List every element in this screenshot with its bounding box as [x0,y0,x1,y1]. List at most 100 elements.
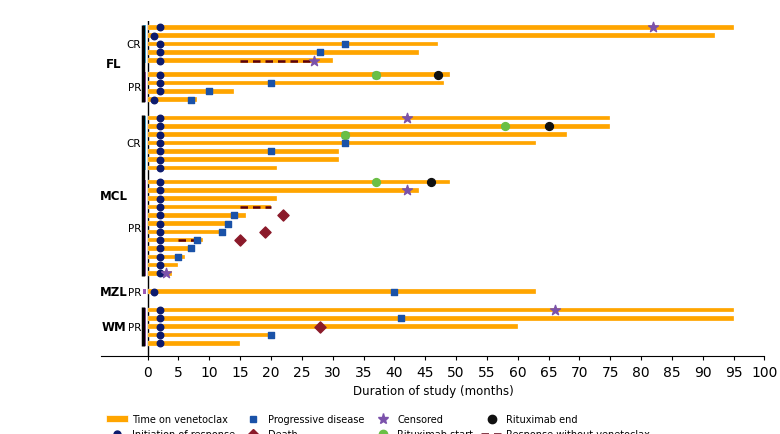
Point [548,307,561,314]
Point [339,132,351,139]
Text: CR: CR [127,138,141,148]
Point [228,212,240,219]
Bar [147,90,234,95]
Text: PR: PR [128,83,141,93]
Point [147,289,160,296]
Text: PR: PR [128,287,141,297]
Point [308,58,321,65]
X-axis label: Duration of study (months): Duration of study (months) [353,385,513,398]
Point [542,124,555,131]
Bar [147,263,179,268]
Bar [147,34,715,39]
Point [154,246,166,253]
Point [277,212,289,219]
Point [185,97,197,104]
Point [154,80,166,87]
Legend: Time on venetoclax, Initiation of response, Progressive disease, Death, Censored: Time on venetoclax, Initiation of respon… [106,414,650,434]
Point [203,89,215,95]
Point [154,332,166,339]
Point [154,58,166,65]
Point [234,237,246,244]
Text: PR: PR [128,322,141,332]
Text: PR: PR [128,223,141,233]
Point [339,132,351,139]
Text: MCL: MCL [100,190,128,203]
Point [154,212,166,219]
Point [191,237,204,244]
Bar [144,73,146,103]
Point [339,41,351,48]
Point [154,165,166,172]
Bar [147,222,228,226]
Bar [147,290,536,294]
Point [154,270,166,277]
Bar [147,230,222,235]
Point [314,323,327,330]
Bar [144,308,146,346]
Point [154,254,166,261]
Point [154,196,166,203]
Point [400,115,413,122]
Point [154,204,166,211]
Bar [147,125,610,129]
Text: CR: CR [127,40,141,50]
Point [154,124,166,131]
Point [172,254,185,261]
Point [259,229,271,236]
Bar [147,341,240,346]
Point [154,229,166,236]
Bar [147,116,610,121]
Point [264,332,277,339]
Bar [147,316,733,321]
Bar [147,247,191,251]
Bar [147,51,419,56]
Bar [147,308,733,312]
Bar [144,290,146,294]
Point [147,33,160,40]
Point [154,340,166,347]
Bar [147,73,450,78]
Point [370,179,382,186]
Bar [147,197,277,201]
Bar [147,59,333,64]
Point [154,41,166,48]
Point [154,179,166,186]
Bar [147,214,246,218]
Point [154,237,166,244]
Bar [147,26,733,31]
Point [215,229,228,236]
Point [314,50,327,57]
Point [647,25,660,32]
Point [154,323,166,330]
Bar [147,98,197,103]
Bar [147,333,271,337]
Point [154,132,166,139]
Point [154,115,166,122]
Point [388,289,401,296]
Bar [147,166,277,171]
Point [264,148,277,155]
Point [222,220,234,227]
Bar [147,272,172,276]
Text: WM: WM [101,320,126,333]
Point [154,220,166,227]
Point [154,148,166,155]
Point [154,72,166,79]
Bar [147,180,450,185]
Bar [144,26,146,64]
Bar [144,180,146,276]
Bar [144,116,146,171]
Point [154,157,166,164]
Text: MZL: MZL [100,286,128,299]
Point [154,50,166,57]
Text: FL: FL [106,58,122,71]
Bar [147,158,339,162]
Point [154,140,166,147]
Point [160,270,172,277]
Point [154,307,166,314]
Bar [147,255,185,260]
Point [370,72,382,79]
Point [400,187,413,194]
Point [339,140,351,147]
Point [425,179,438,186]
